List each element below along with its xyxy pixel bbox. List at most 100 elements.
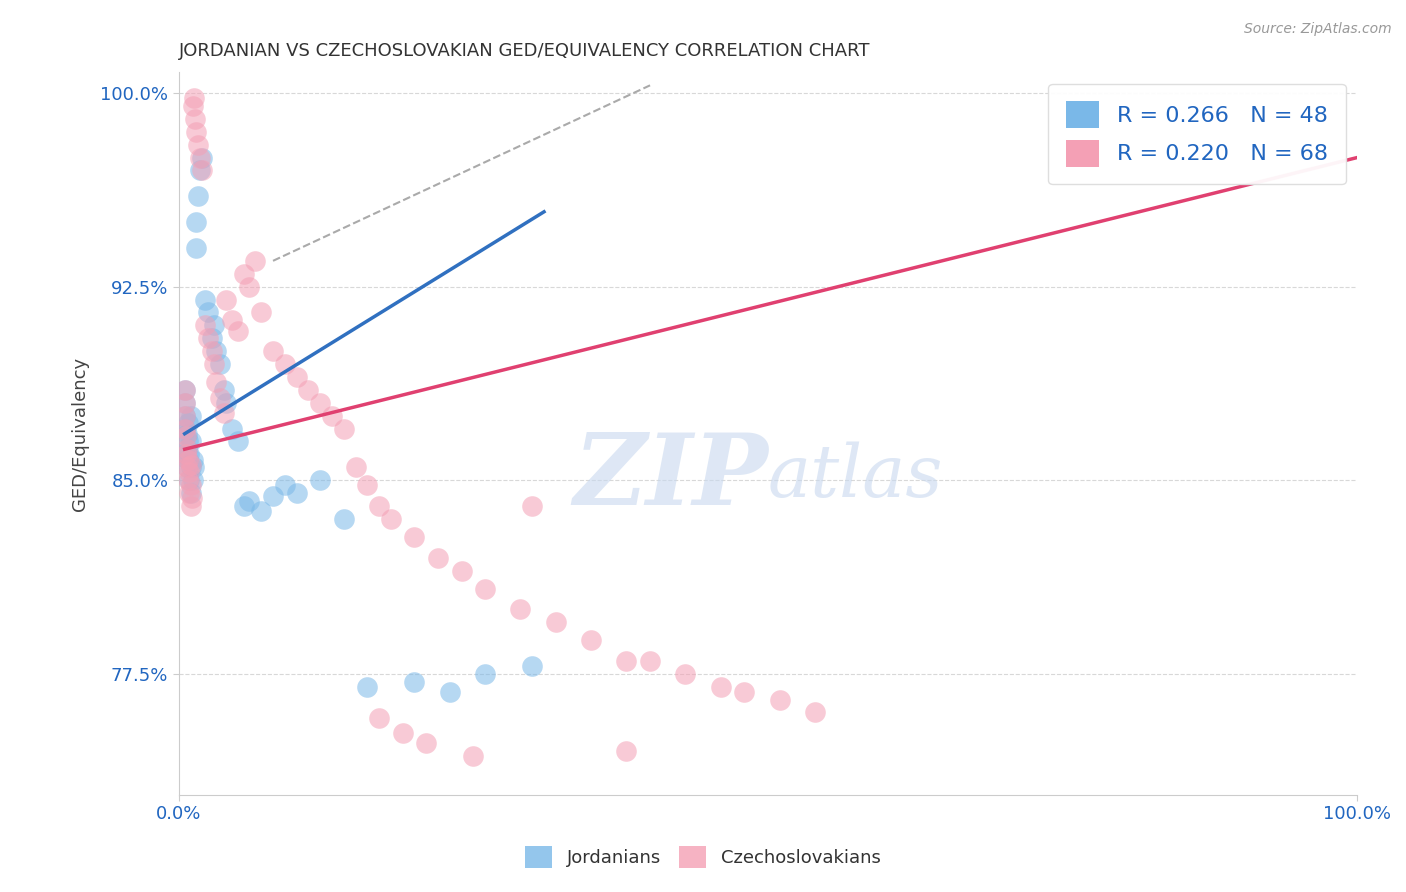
Point [215,396,238,410]
Point [616,654,638,668]
Point [450,564,472,578]
Point [180,434,202,449]
Point [181,473,204,487]
Point [173,409,195,423]
Point [769,692,792,706]
Point [180,478,202,492]
Legend: R = 0.266   N = 48, R = 0.220   N = 68: R = 0.266 N = 48, R = 0.220 N = 68 [1049,84,1346,185]
Point [177,452,200,467]
Point [179,486,201,500]
Point [201,344,224,359]
Point [179,473,201,487]
Point [733,685,755,699]
Point [321,409,343,423]
Point [262,344,284,359]
Point [221,313,243,327]
Point [226,434,249,449]
Point [177,452,200,467]
Point [180,491,202,506]
Point [439,685,461,699]
Point [474,582,496,596]
Point [208,357,231,371]
Point [176,426,198,441]
Point [332,512,354,526]
Point [197,305,219,319]
Point [173,383,195,397]
Point [616,744,638,758]
Point [186,241,208,255]
Point [415,736,437,750]
Point [183,91,205,105]
Point [274,478,297,492]
Point [368,499,391,513]
Point [177,417,200,431]
Point [197,331,219,345]
Point [232,267,254,281]
Point [215,293,238,307]
Point [194,318,217,333]
Text: JORDANIAN VS CZECHOSLOVAKIAN GED/EQUIVALENCY CORRELATION CHART: JORDANIAN VS CZECHOSLOVAKIAN GED/EQUIVAL… [179,42,870,60]
Point [187,137,209,152]
Point [579,633,602,648]
Point [173,396,195,410]
Point [174,447,197,461]
Point [188,163,211,178]
Point [238,493,260,508]
Point [285,370,308,384]
Point [202,357,225,371]
Point [274,357,297,371]
Point [208,391,231,405]
Point [176,442,198,457]
Point [391,726,413,740]
Point [179,447,201,461]
Point [194,293,217,307]
Point [173,383,195,397]
Point [285,486,308,500]
Point [356,478,378,492]
Point [191,163,214,178]
Point [232,499,254,513]
Point [404,530,426,544]
Point [673,666,696,681]
Point [173,447,195,461]
Legend: Jordanians, Czechoslovakians: Jordanians, Czechoslovakians [515,835,891,879]
Point [205,344,228,359]
Point [202,318,225,333]
Text: Source: ZipAtlas.com: Source: ZipAtlas.com [1244,22,1392,37]
Point [174,429,197,443]
Point [463,749,485,764]
Point [250,305,273,319]
Point [180,486,202,500]
Point [427,550,450,565]
Point [177,434,200,449]
Point [638,654,661,668]
Point [309,473,332,487]
Point [226,324,249,338]
Point [212,406,235,420]
Point [297,383,319,397]
Point [176,460,198,475]
Point [181,99,204,113]
Point [180,409,202,423]
Point [180,460,202,475]
Point [332,421,354,435]
Point [710,680,733,694]
Point [183,460,205,475]
Point [173,409,195,423]
Y-axis label: GED/Equivalency: GED/Equivalency [72,357,89,511]
Point [221,421,243,435]
Point [238,279,260,293]
Point [201,331,224,345]
Text: atlas: atlas [768,442,943,512]
Point [344,460,367,475]
Point [173,421,195,435]
Point [173,421,195,435]
Point [368,711,391,725]
Point [522,659,544,673]
Point [212,383,235,397]
Point [804,706,827,720]
Point [177,473,200,487]
Point [245,253,267,268]
Point [179,466,201,480]
Point [205,375,228,389]
